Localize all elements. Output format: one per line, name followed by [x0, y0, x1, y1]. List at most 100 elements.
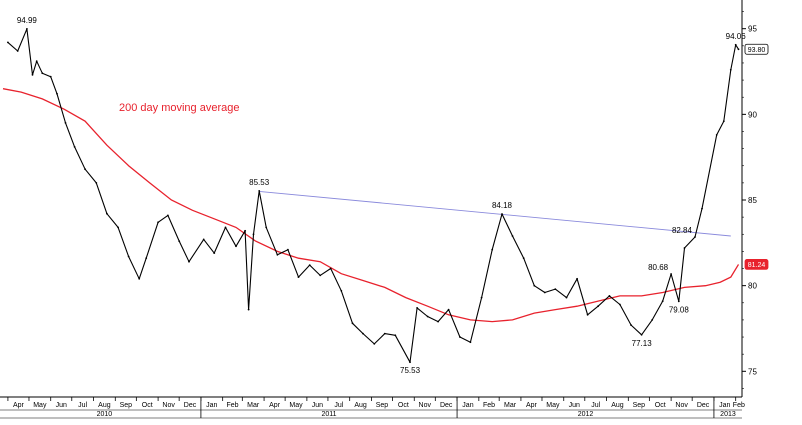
price-point [362, 332, 364, 335]
price-point [73, 146, 76, 148]
price-point [701, 207, 703, 210]
price-point [244, 229, 247, 232]
price-point [56, 92, 58, 95]
price-point [106, 212, 108, 215]
last-value-text: 93.80 [748, 47, 766, 54]
price-point [95, 182, 98, 184]
price-point [469, 341, 472, 344]
price-point [383, 332, 386, 335]
x-tick-label: Jun [56, 402, 67, 409]
price-point [651, 319, 654, 321]
price-point [265, 226, 268, 229]
price-point [258, 190, 261, 192]
peak-annotation: 79.08 [669, 305, 690, 314]
price-point [683, 247, 686, 249]
price-point [287, 248, 289, 251]
moving-average-line [2, 88, 740, 323]
price-point [734, 43, 737, 46]
price-point [459, 336, 461, 338]
price-point [31, 74, 34, 76]
peak-annotation: 77.13 [632, 339, 653, 348]
price-point [319, 274, 322, 277]
x-tick-label: Aug [611, 402, 624, 409]
price-point [235, 245, 237, 248]
x-tick-label: Sep [376, 402, 389, 409]
price-point [41, 72, 44, 75]
price-point [297, 276, 300, 278]
price-point [117, 226, 119, 229]
x-tick-label: Mar [504, 402, 517, 409]
x-tick-label: Feb [733, 402, 745, 409]
price-layer [7, 28, 740, 364]
x-tick-label: Dec [184, 402, 197, 409]
x-tick-label: Nov [675, 402, 688, 409]
x-tick-label: May [546, 402, 560, 409]
price-point [49, 75, 52, 78]
price-point [480, 296, 483, 299]
price-point [373, 343, 376, 345]
price-point [437, 320, 439, 323]
peak-annotation: 94.06 [726, 32, 747, 41]
price-point [533, 284, 536, 287]
year-label: 2013 [720, 411, 736, 418]
peak-annotation: 84.18 [492, 201, 513, 210]
x-tick-label: Sep [633, 402, 646, 409]
x-tick-label: Jan [462, 402, 473, 409]
price-point [597, 305, 599, 308]
price-line [7, 28, 739, 363]
price-point [416, 307, 418, 309]
price-point [661, 300, 664, 302]
price-point [501, 213, 503, 215]
price-point [252, 233, 255, 236]
price-point [619, 303, 621, 306]
price-point [188, 260, 190, 263]
axes-layer: 75 80 85 90 95 Apr May Jun Jul Aug Sep Oct Nov Dec Jan… [0, 0, 757, 419]
price-point [543, 291, 546, 294]
price-point [213, 252, 216, 255]
x-tick-label: May [33, 402, 47, 409]
x-tick-label: Jan [206, 402, 217, 409]
x-tick-label: May [289, 402, 303, 409]
x-tick-label: Aug [98, 402, 111, 409]
price-point [394, 334, 397, 337]
price-point [224, 226, 227, 229]
price-point [7, 41, 9, 44]
price-point [608, 295, 611, 297]
price-point [722, 120, 725, 123]
price-point [586, 313, 589, 316]
price-point [138, 277, 141, 280]
year-label: 2010 [97, 411, 113, 418]
x-tick-label: Oct [142, 402, 153, 409]
x-tick-label: Jun [569, 402, 580, 409]
price-point [640, 333, 643, 336]
peak-annotation: 82.84 [672, 226, 693, 235]
price-point [511, 235, 514, 237]
price-point [167, 214, 169, 217]
x-tick-label: Mar [247, 402, 260, 409]
year-label: 2012 [578, 411, 594, 418]
price-point [145, 257, 148, 260]
peak-annotation: 80.68 [648, 263, 669, 272]
x-tick-label: Dec [697, 402, 710, 409]
x-tick-label: Jan [719, 402, 730, 409]
peak-annotation: 94.99 [17, 16, 38, 25]
price-point [202, 238, 205, 241]
x-tick-label: Jul [78, 402, 87, 409]
peak-annotation: 85.53 [249, 178, 270, 187]
price-point [630, 324, 632, 326]
x-tick-label: Nov [419, 402, 432, 409]
x-tick-label: Apr [269, 402, 281, 409]
x-tick-label: Apr [526, 402, 538, 409]
price-point [491, 248, 494, 251]
year-label: 2011 [321, 411, 336, 418]
price-point [340, 289, 343, 292]
moving-average-label: 200 day moving average [119, 102, 239, 114]
price-point [576, 277, 578, 280]
x-tick-label: Oct [398, 402, 409, 409]
x-tick-label: Sep [120, 402, 133, 409]
price-point [157, 221, 160, 224]
price-point [26, 28, 28, 30]
price-point [737, 48, 740, 51]
y-tick-label: 80 [748, 282, 757, 291]
